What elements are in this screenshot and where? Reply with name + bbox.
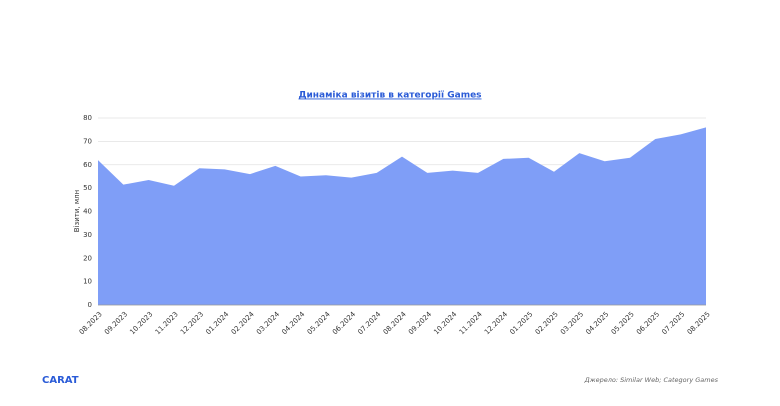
x-tick-label: 01.2025 bbox=[508, 310, 534, 336]
x-tick-label: 04.2024 bbox=[280, 310, 307, 337]
y-tick-label: 50 bbox=[83, 184, 92, 192]
y-tick-label: 10 bbox=[83, 278, 92, 286]
source: Джерело: Similar Web; Category Games bbox=[584, 376, 719, 384]
x-tick-label: 02.2024 bbox=[230, 310, 257, 337]
y-tick-label: 60 bbox=[83, 161, 92, 169]
y-tick-label: 0 bbox=[88, 301, 92, 309]
x-tick-label: 09.2023 bbox=[103, 310, 129, 336]
x-tick-label: 11.2023 bbox=[154, 310, 180, 336]
chart-title: Динаміка візитів в категорії Games bbox=[298, 90, 481, 101]
x-tick-label: 10.2024 bbox=[432, 310, 459, 337]
x-tick-label: 03.2025 bbox=[559, 310, 585, 336]
x-tick-label: 12.2024 bbox=[483, 310, 510, 337]
x-tick-label: 05.2025 bbox=[610, 310, 636, 336]
y-tick-label: 30 bbox=[83, 231, 92, 239]
x-tick-label: 10.2023 bbox=[128, 310, 154, 336]
brand: CARAT bbox=[42, 375, 79, 386]
x-tick-label: 01.2024 bbox=[204, 310, 231, 337]
y-tick-label: 80 bbox=[83, 114, 92, 122]
x-tick-label: 07.2024 bbox=[356, 310, 383, 337]
y-axis-label: Візити, млн bbox=[73, 190, 81, 232]
x-tick-label: 07.2025 bbox=[660, 310, 686, 336]
y-tick-label: 40 bbox=[83, 208, 92, 216]
x-tick-label: 05.2024 bbox=[306, 310, 333, 337]
x-tick-label: 03.2024 bbox=[255, 310, 282, 337]
x-tick-label: 09.2024 bbox=[407, 310, 434, 337]
x-tick-label: 06.2024 bbox=[331, 310, 358, 337]
x-tick-label: 06.2025 bbox=[635, 310, 661, 336]
x-tick-label: 08.2023 bbox=[78, 310, 104, 336]
x-tick-label: 02.2025 bbox=[534, 310, 560, 336]
y-tick-label: 20 bbox=[83, 254, 92, 262]
area bbox=[98, 127, 706, 305]
x-tick-label: 08.2025 bbox=[686, 310, 712, 336]
x-tick-label: 08.2024 bbox=[382, 310, 409, 337]
x-tick-label: 11.2024 bbox=[458, 310, 485, 337]
x-tick-label: 12.2023 bbox=[179, 310, 205, 336]
x-tick-label: 04.2025 bbox=[584, 310, 610, 336]
y-tick-label: 70 bbox=[83, 137, 92, 145]
